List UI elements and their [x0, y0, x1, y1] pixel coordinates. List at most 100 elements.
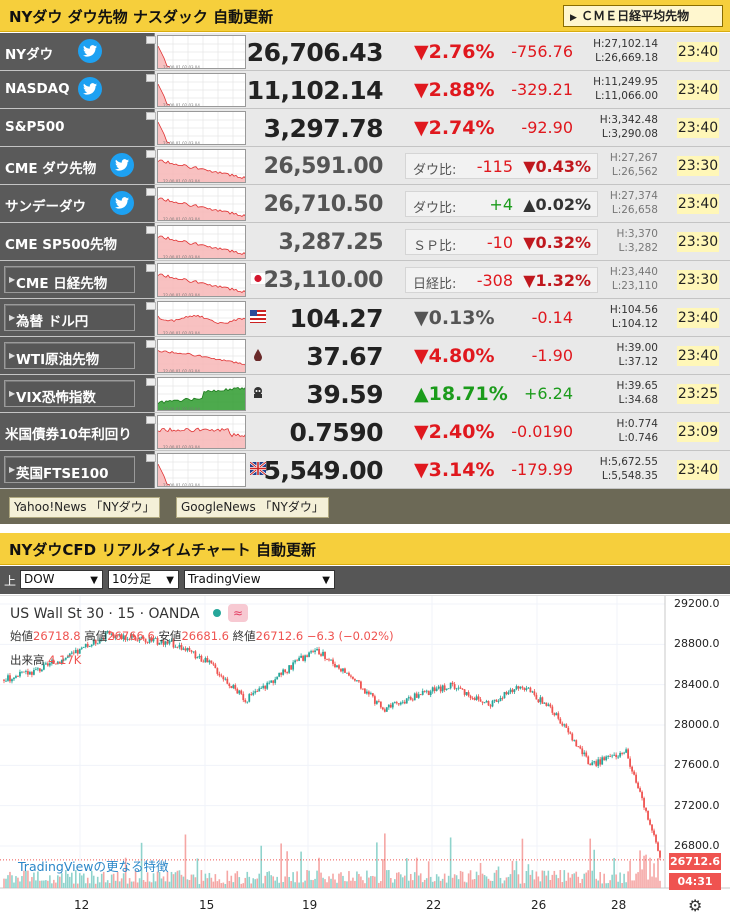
expand-chart-icon[interactable]	[146, 74, 156, 82]
expand-chart-icon[interactable]	[146, 112, 156, 120]
tradingview-features-link[interactable]: TradingViewの更なる特徴	[18, 859, 169, 874]
market-link-button[interactable]: ▶ 英国FTSE100	[4, 456, 135, 483]
mini-chart[interactable]: 22 00 01 02 03 04	[157, 339, 246, 373]
volume-bar	[29, 881, 31, 888]
candle-body	[70, 652, 73, 654]
volume-bar	[386, 870, 388, 888]
yahoo-news-link[interactable]: Yahoo!News 「NYダウ」	[9, 497, 160, 518]
mini-chart[interactable]: 22 00 01 02 03 04	[157, 225, 246, 259]
market-name[interactable]: サンデーダウ	[5, 199, 86, 215]
volume-value: 4.17K	[48, 653, 82, 667]
mini-chart[interactable]: 22 00 01 02 03 04	[157, 263, 246, 297]
market-name[interactable]: 米国債券10年利回り	[5, 427, 132, 443]
candle-body	[479, 699, 482, 702]
market-name[interactable]: NYダウ	[5, 47, 54, 63]
candle-body	[443, 685, 446, 690]
mini-chart[interactable]: 22 00 01 02 03 04	[157, 301, 246, 335]
symbol-select[interactable]: DOW ▼	[20, 570, 103, 589]
mini-chart[interactable]: 22 00 01 02 03 04	[157, 415, 246, 449]
volume-bar	[409, 873, 412, 888]
market-name: 英国FTSE100	[16, 466, 109, 482]
candle-body	[356, 680, 358, 682]
candle-body	[140, 636, 143, 638]
mini-chart[interactable]: 22 00 01 02 03 04	[157, 149, 246, 183]
mini-chart[interactable]: 22 00 01 02 03 04	[157, 377, 246, 411]
mini-chart[interactable]: 22 00 01 02 03 04	[157, 73, 246, 107]
volume-bar	[212, 881, 215, 888]
market-name[interactable]: CME SP500先物	[5, 237, 118, 253]
candle-body	[395, 702, 398, 704]
candle-body	[419, 694, 422, 696]
market-row: ▶ 為替 ドル円 22 00 01 02 03 04 104.27 ▼0.13% -0.1…	[0, 299, 730, 337]
mini-chart[interactable]: 22 00 01 02 03 04	[157, 187, 246, 221]
candle-body	[595, 761, 598, 766]
diff-value: -115	[476, 157, 513, 176]
delayed-data-icon[interactable]: ≈	[228, 604, 248, 622]
mini-chart[interactable]: 22 00 01 02 03 04	[157, 111, 246, 145]
market-name-cell: ▶ WTI原油先物	[0, 337, 155, 374]
market-name[interactable]: NASDAQ	[5, 81, 70, 97]
candle-body	[531, 691, 534, 693]
candle-body	[607, 756, 610, 757]
google-news-link[interactable]: GoogleNews 「NYダウ」	[176, 497, 329, 518]
candle-body	[565, 724, 568, 728]
volume-bar	[17, 877, 19, 888]
candle-body	[146, 642, 149, 644]
expand-chart-icon[interactable]	[146, 302, 156, 310]
candle-body	[29, 672, 31, 675]
candle-body	[451, 682, 454, 685]
twitter-icon[interactable]	[78, 39, 102, 63]
expand-chart-icon[interactable]	[146, 454, 156, 462]
twitter-icon[interactable]	[110, 191, 134, 215]
volume-bar	[214, 874, 217, 888]
volume-bar	[579, 883, 582, 888]
candle-body	[220, 675, 223, 677]
expand-chart-icon[interactable]	[146, 188, 156, 196]
market-name[interactable]: CME ダウ先物	[5, 161, 97, 177]
market-name-cell: ▶ CME 日経先物	[0, 261, 155, 298]
expand-chart-icon[interactable]	[146, 264, 156, 272]
expand-chart-icon[interactable]	[146, 36, 156, 44]
volume-bar	[431, 881, 434, 888]
volume-bar	[394, 879, 396, 888]
expand-chart-icon[interactable]	[146, 150, 156, 158]
mini-chart[interactable]: 22 00 01 02 03 04	[157, 35, 246, 69]
volume-bar	[417, 875, 420, 888]
expand-chart-icon[interactable]	[146, 226, 156, 234]
volume-label: 出来高	[10, 653, 45, 667]
market-link-button[interactable]: ▶ VIX恐怖指数	[4, 380, 135, 407]
candle-body	[226, 678, 229, 684]
tradingview-chart[interactable]: US Wall St 30 · 15 · OANDA ≈ 始値26718.8 高…	[0, 595, 730, 918]
volume-bar	[23, 870, 25, 888]
volume-bar	[378, 882, 380, 888]
volume-bar	[144, 881, 147, 888]
gear-icon[interactable]: ⚙	[688, 896, 703, 915]
market-link-button[interactable]: ▶ WTI原油先物	[4, 342, 135, 369]
volume-bar	[260, 845, 263, 888]
volume-bar	[427, 861, 430, 888]
candle-body	[268, 682, 271, 684]
interval-select[interactable]: 10分足 ▼	[108, 570, 179, 589]
volume-bar	[469, 870, 472, 888]
expand-chart-icon[interactable]	[146, 416, 156, 424]
market-link-button[interactable]: ▶ 為替 ドル円	[4, 304, 135, 331]
chart-canvas[interactable]	[0, 596, 730, 918]
twitter-icon[interactable]	[78, 77, 102, 101]
chevron-right-icon: ▶	[9, 465, 16, 474]
market-name[interactable]: S&P500	[5, 119, 65, 135]
volume-bar	[41, 880, 43, 888]
expand-chart-icon[interactable]	[146, 378, 156, 386]
expand-chart-icon[interactable]	[146, 340, 156, 348]
provider-select[interactable]: TradingView ▼	[184, 570, 335, 589]
volume-bar	[461, 871, 464, 888]
candle-body	[427, 690, 430, 696]
update-time: 23:40	[677, 460, 719, 480]
market-link-button[interactable]: ▶ CME 日経先物	[4, 266, 135, 293]
volume-bar	[186, 879, 189, 888]
market-name: VIX恐怖指数	[16, 390, 96, 406]
mini-chart[interactable]: 22 00 01 02 03 04	[157, 453, 246, 487]
volume-bar	[336, 882, 338, 888]
cme-nikkei-button[interactable]: ▶ ＣＭＥ日経平均先物	[563, 5, 723, 27]
twitter-icon[interactable]	[110, 153, 134, 177]
candle-body	[449, 682, 452, 689]
